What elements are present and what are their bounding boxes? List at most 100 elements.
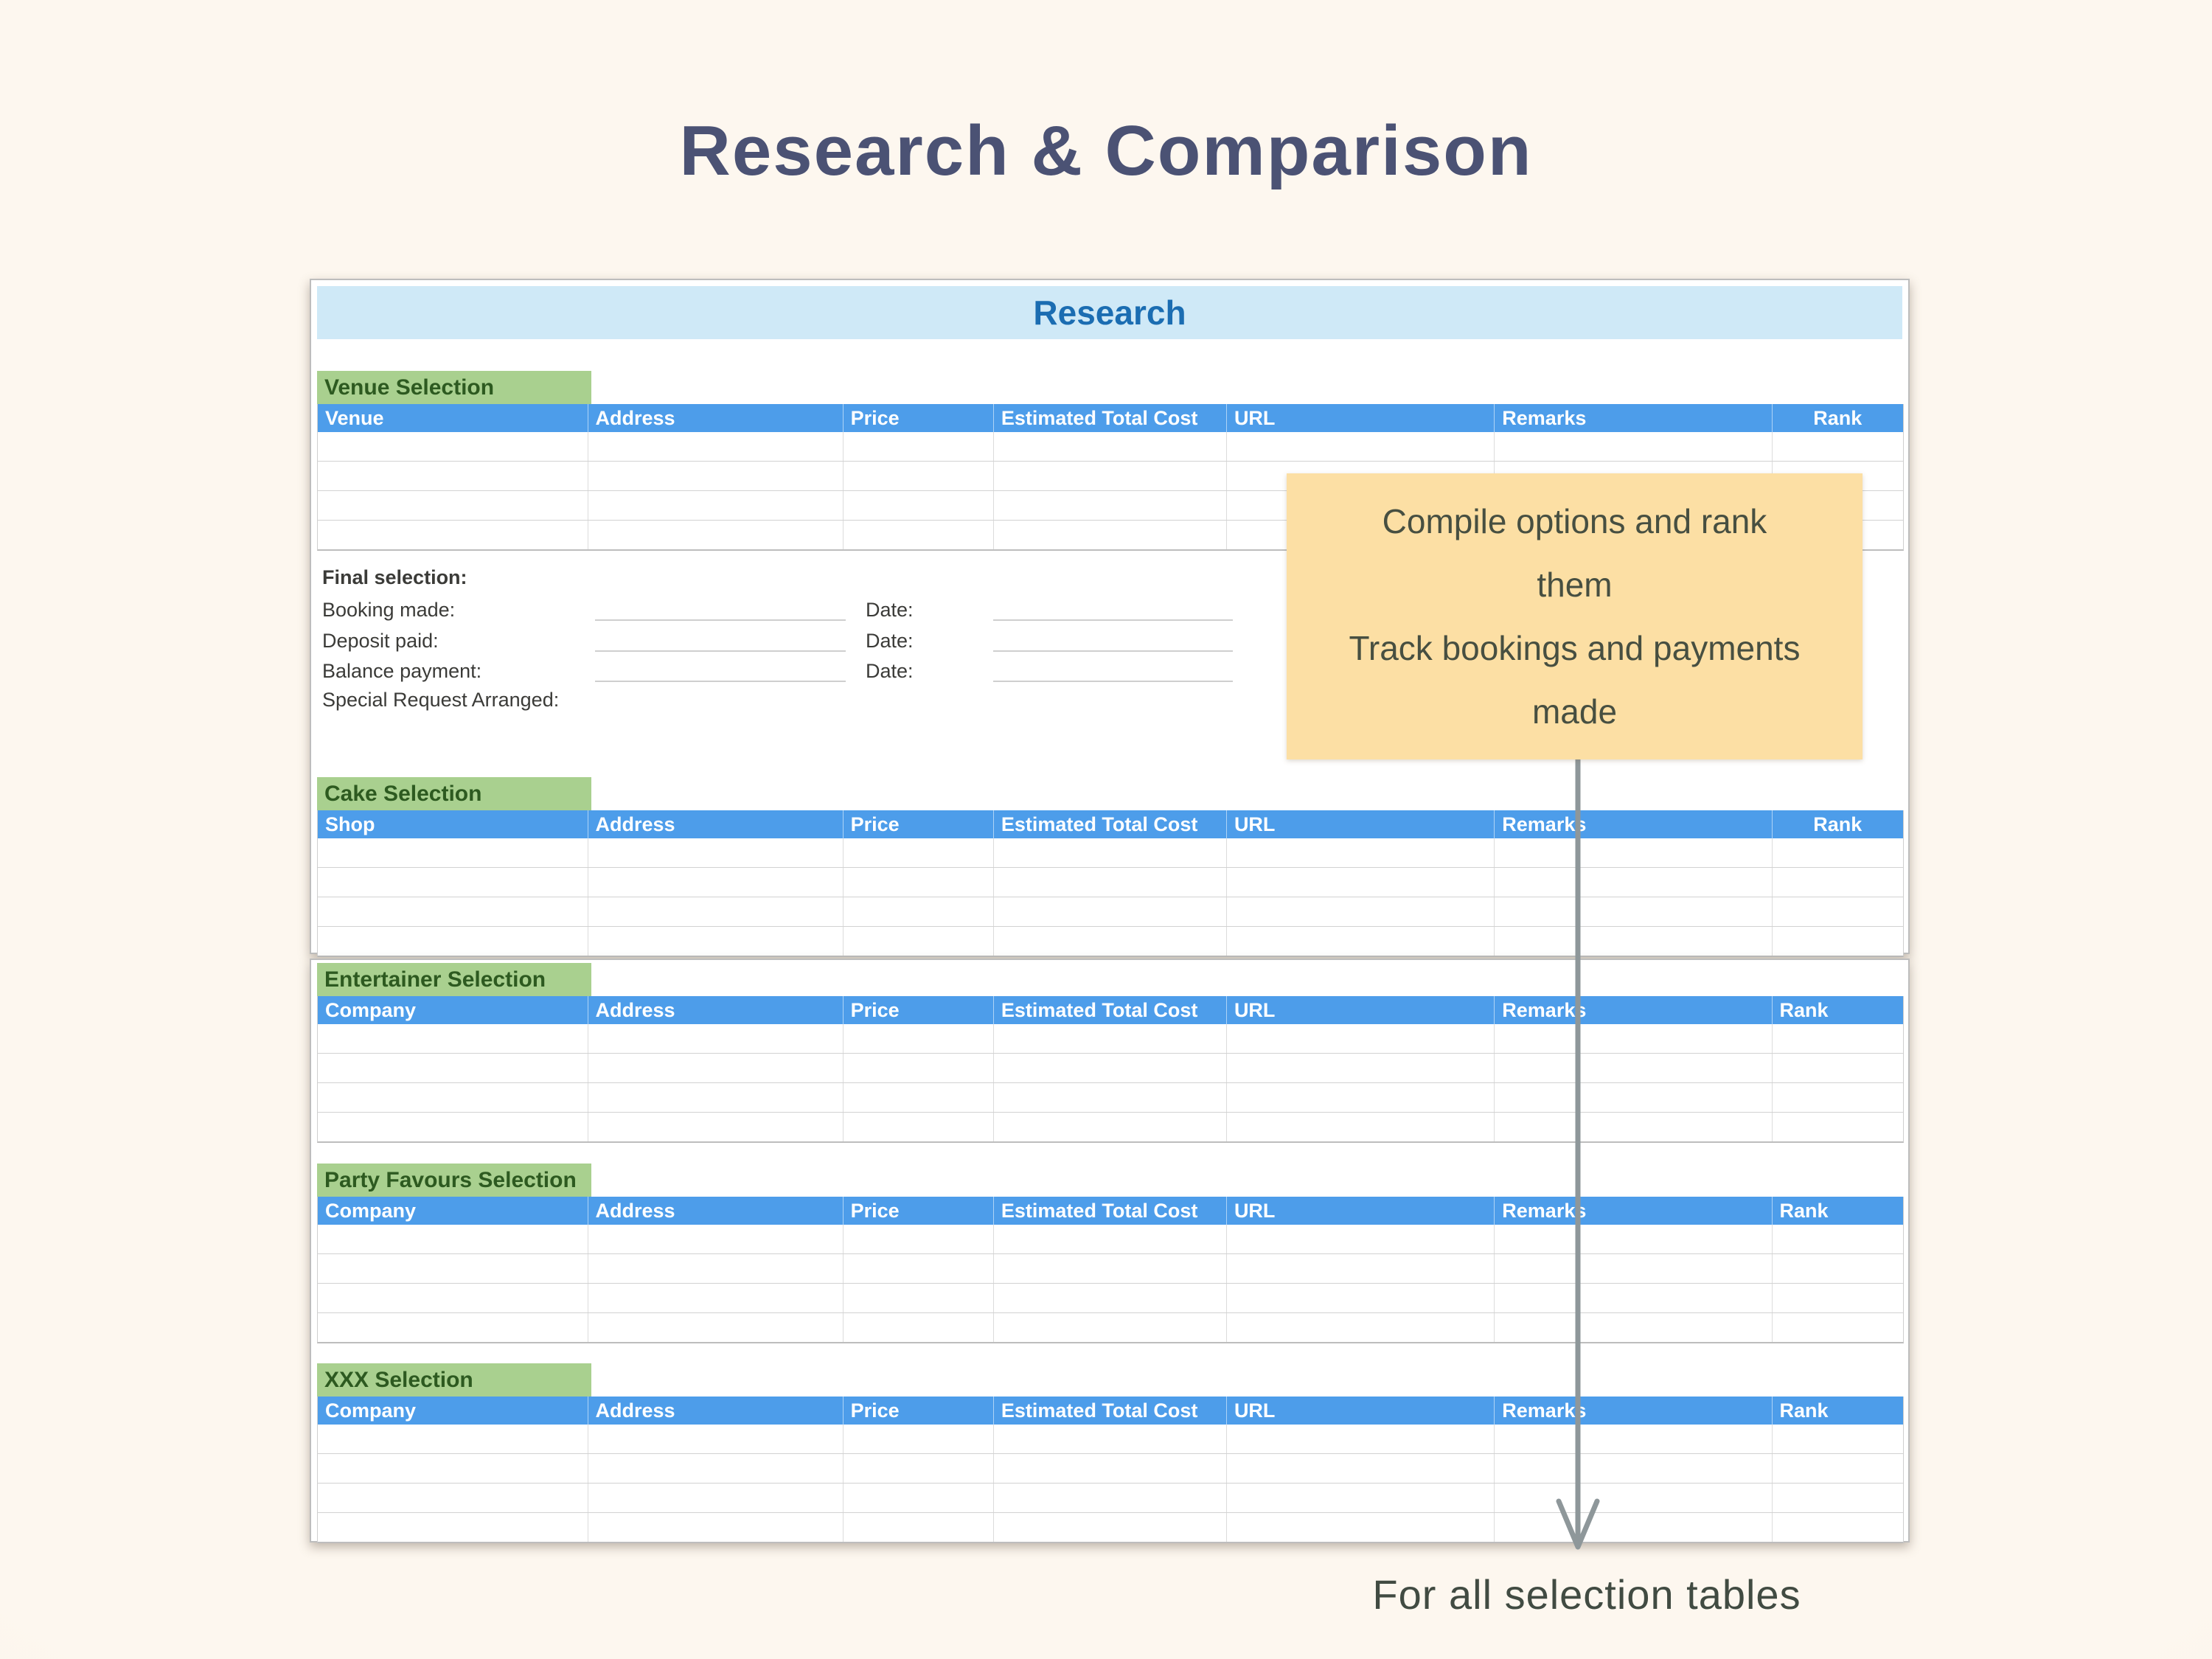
empty-cell[interactable]: [587, 897, 843, 926]
booking-made-input[interactable]: [595, 597, 846, 621]
empty-cell[interactable]: [1771, 1454, 1903, 1483]
empty-cell[interactable]: [842, 927, 993, 956]
empty-cell[interactable]: [992, 1254, 1226, 1283]
balance-payment-input[interactable]: [595, 658, 846, 682]
empty-cell[interactable]: [842, 1284, 993, 1312]
empty-cell[interactable]: [1225, 897, 1494, 926]
empty-cell[interactable]: [1225, 462, 1494, 490]
empty-cell[interactable]: [1225, 432, 1494, 461]
empty-cell[interactable]: [1225, 838, 1494, 867]
empty-cell[interactable]: [842, 868, 993, 897]
empty-cell[interactable]: [1494, 868, 1771, 897]
empty-cell[interactable]: [1494, 432, 1771, 461]
empty-cell[interactable]: [318, 1425, 588, 1453]
empty-cell[interactable]: [1771, 1113, 1903, 1141]
empty-cell[interactable]: [1494, 927, 1771, 956]
empty-cell[interactable]: [992, 868, 1226, 897]
empty-cell[interactable]: [587, 1484, 843, 1512]
empty-cell[interactable]: [992, 927, 1226, 956]
empty-cell[interactable]: [992, 838, 1226, 867]
empty-cell[interactable]: [318, 1513, 588, 1542]
empty-cell[interactable]: [587, 1225, 843, 1253]
empty-cell[interactable]: [992, 1454, 1226, 1483]
empty-cell[interactable]: [1225, 1024, 1494, 1053]
empty-cell[interactable]: [1225, 1284, 1494, 1312]
empty-cell[interactable]: [842, 897, 993, 926]
empty-cell[interactable]: [992, 1083, 1226, 1112]
empty-cell[interactable]: [992, 1484, 1226, 1512]
empty-cell[interactable]: [1771, 1083, 1903, 1112]
empty-cell[interactable]: [842, 1083, 993, 1112]
deposit-date-input[interactable]: [993, 628, 1233, 652]
empty-cell[interactable]: [318, 868, 588, 897]
empty-cell[interactable]: [587, 432, 843, 461]
empty-cell[interactable]: [1771, 897, 1903, 926]
empty-cell[interactable]: [1225, 1484, 1494, 1512]
empty-cell[interactable]: [318, 1254, 588, 1283]
empty-cell[interactable]: [318, 927, 588, 956]
empty-cell[interactable]: [1771, 927, 1903, 956]
empty-cell[interactable]: [842, 1425, 993, 1453]
empty-cell[interactable]: [318, 1054, 588, 1082]
empty-cell[interactable]: [842, 1113, 993, 1141]
empty-cell[interactable]: [587, 868, 843, 897]
empty-cell[interactable]: [1771, 1254, 1903, 1283]
empty-cell[interactable]: [842, 432, 993, 461]
empty-cell[interactable]: [842, 1454, 993, 1483]
empty-cell[interactable]: [842, 1513, 993, 1542]
empty-cell[interactable]: [587, 1113, 843, 1141]
empty-cell[interactable]: [1225, 1454, 1494, 1483]
empty-cell[interactable]: [318, 462, 588, 490]
empty-cell[interactable]: [1494, 1083, 1771, 1112]
empty-cell[interactable]: [1225, 1254, 1494, 1283]
empty-cell[interactable]: [842, 1254, 993, 1283]
empty-cell[interactable]: [992, 1425, 1226, 1453]
empty-cell[interactable]: [1494, 897, 1771, 926]
empty-cell[interactable]: [1771, 1024, 1903, 1053]
empty-cell[interactable]: [587, 1425, 843, 1453]
empty-cell[interactable]: [587, 491, 843, 520]
empty-cell[interactable]: [587, 1254, 843, 1283]
empty-cell[interactable]: [318, 1024, 588, 1053]
empty-cell[interactable]: [318, 1225, 588, 1253]
empty-cell[interactable]: [318, 491, 588, 520]
empty-cell[interactable]: [1771, 1054, 1903, 1082]
empty-cell[interactable]: [1771, 1484, 1903, 1512]
empty-cell[interactable]: [1771, 1284, 1903, 1312]
empty-cell[interactable]: [318, 432, 588, 461]
empty-cell[interactable]: [587, 1313, 843, 1342]
empty-cell[interactable]: [318, 1484, 588, 1512]
empty-cell[interactable]: [1494, 1254, 1771, 1283]
empty-cell[interactable]: [318, 521, 588, 549]
empty-cell[interactable]: [1771, 1513, 1903, 1542]
empty-cell[interactable]: [1494, 1513, 1771, 1542]
empty-cell[interactable]: [992, 897, 1226, 926]
empty-cell[interactable]: [318, 838, 588, 867]
empty-cell[interactable]: [842, 521, 993, 549]
empty-cell[interactable]: [1494, 1113, 1771, 1141]
empty-cell[interactable]: [1225, 868, 1494, 897]
empty-cell[interactable]: [1494, 1484, 1771, 1512]
booking-date-input[interactable]: [993, 597, 1233, 621]
empty-cell[interactable]: [1225, 1225, 1494, 1253]
empty-cell[interactable]: [318, 1454, 588, 1483]
empty-cell[interactable]: [318, 1284, 588, 1312]
empty-cell[interactable]: [992, 1225, 1226, 1253]
empty-cell[interactable]: [842, 1024, 993, 1053]
empty-cell[interactable]: [992, 462, 1226, 490]
empty-cell[interactable]: [1225, 1083, 1494, 1112]
empty-cell[interactable]: [992, 1054, 1226, 1082]
empty-cell[interactable]: [318, 1313, 588, 1342]
empty-cell[interactable]: [1225, 927, 1494, 956]
empty-cell[interactable]: [992, 1513, 1226, 1542]
empty-cell[interactable]: [1494, 1425, 1771, 1453]
empty-cell[interactable]: [842, 1225, 993, 1253]
empty-cell[interactable]: [1494, 1054, 1771, 1082]
empty-cell[interactable]: [1771, 432, 1903, 461]
empty-cell[interactable]: [587, 462, 843, 490]
empty-cell[interactable]: [1225, 491, 1494, 520]
balance-date-input[interactable]: [993, 658, 1233, 682]
empty-cell[interactable]: [1225, 521, 1494, 549]
empty-cell[interactable]: [1225, 1425, 1494, 1453]
empty-cell[interactable]: [842, 1313, 993, 1342]
